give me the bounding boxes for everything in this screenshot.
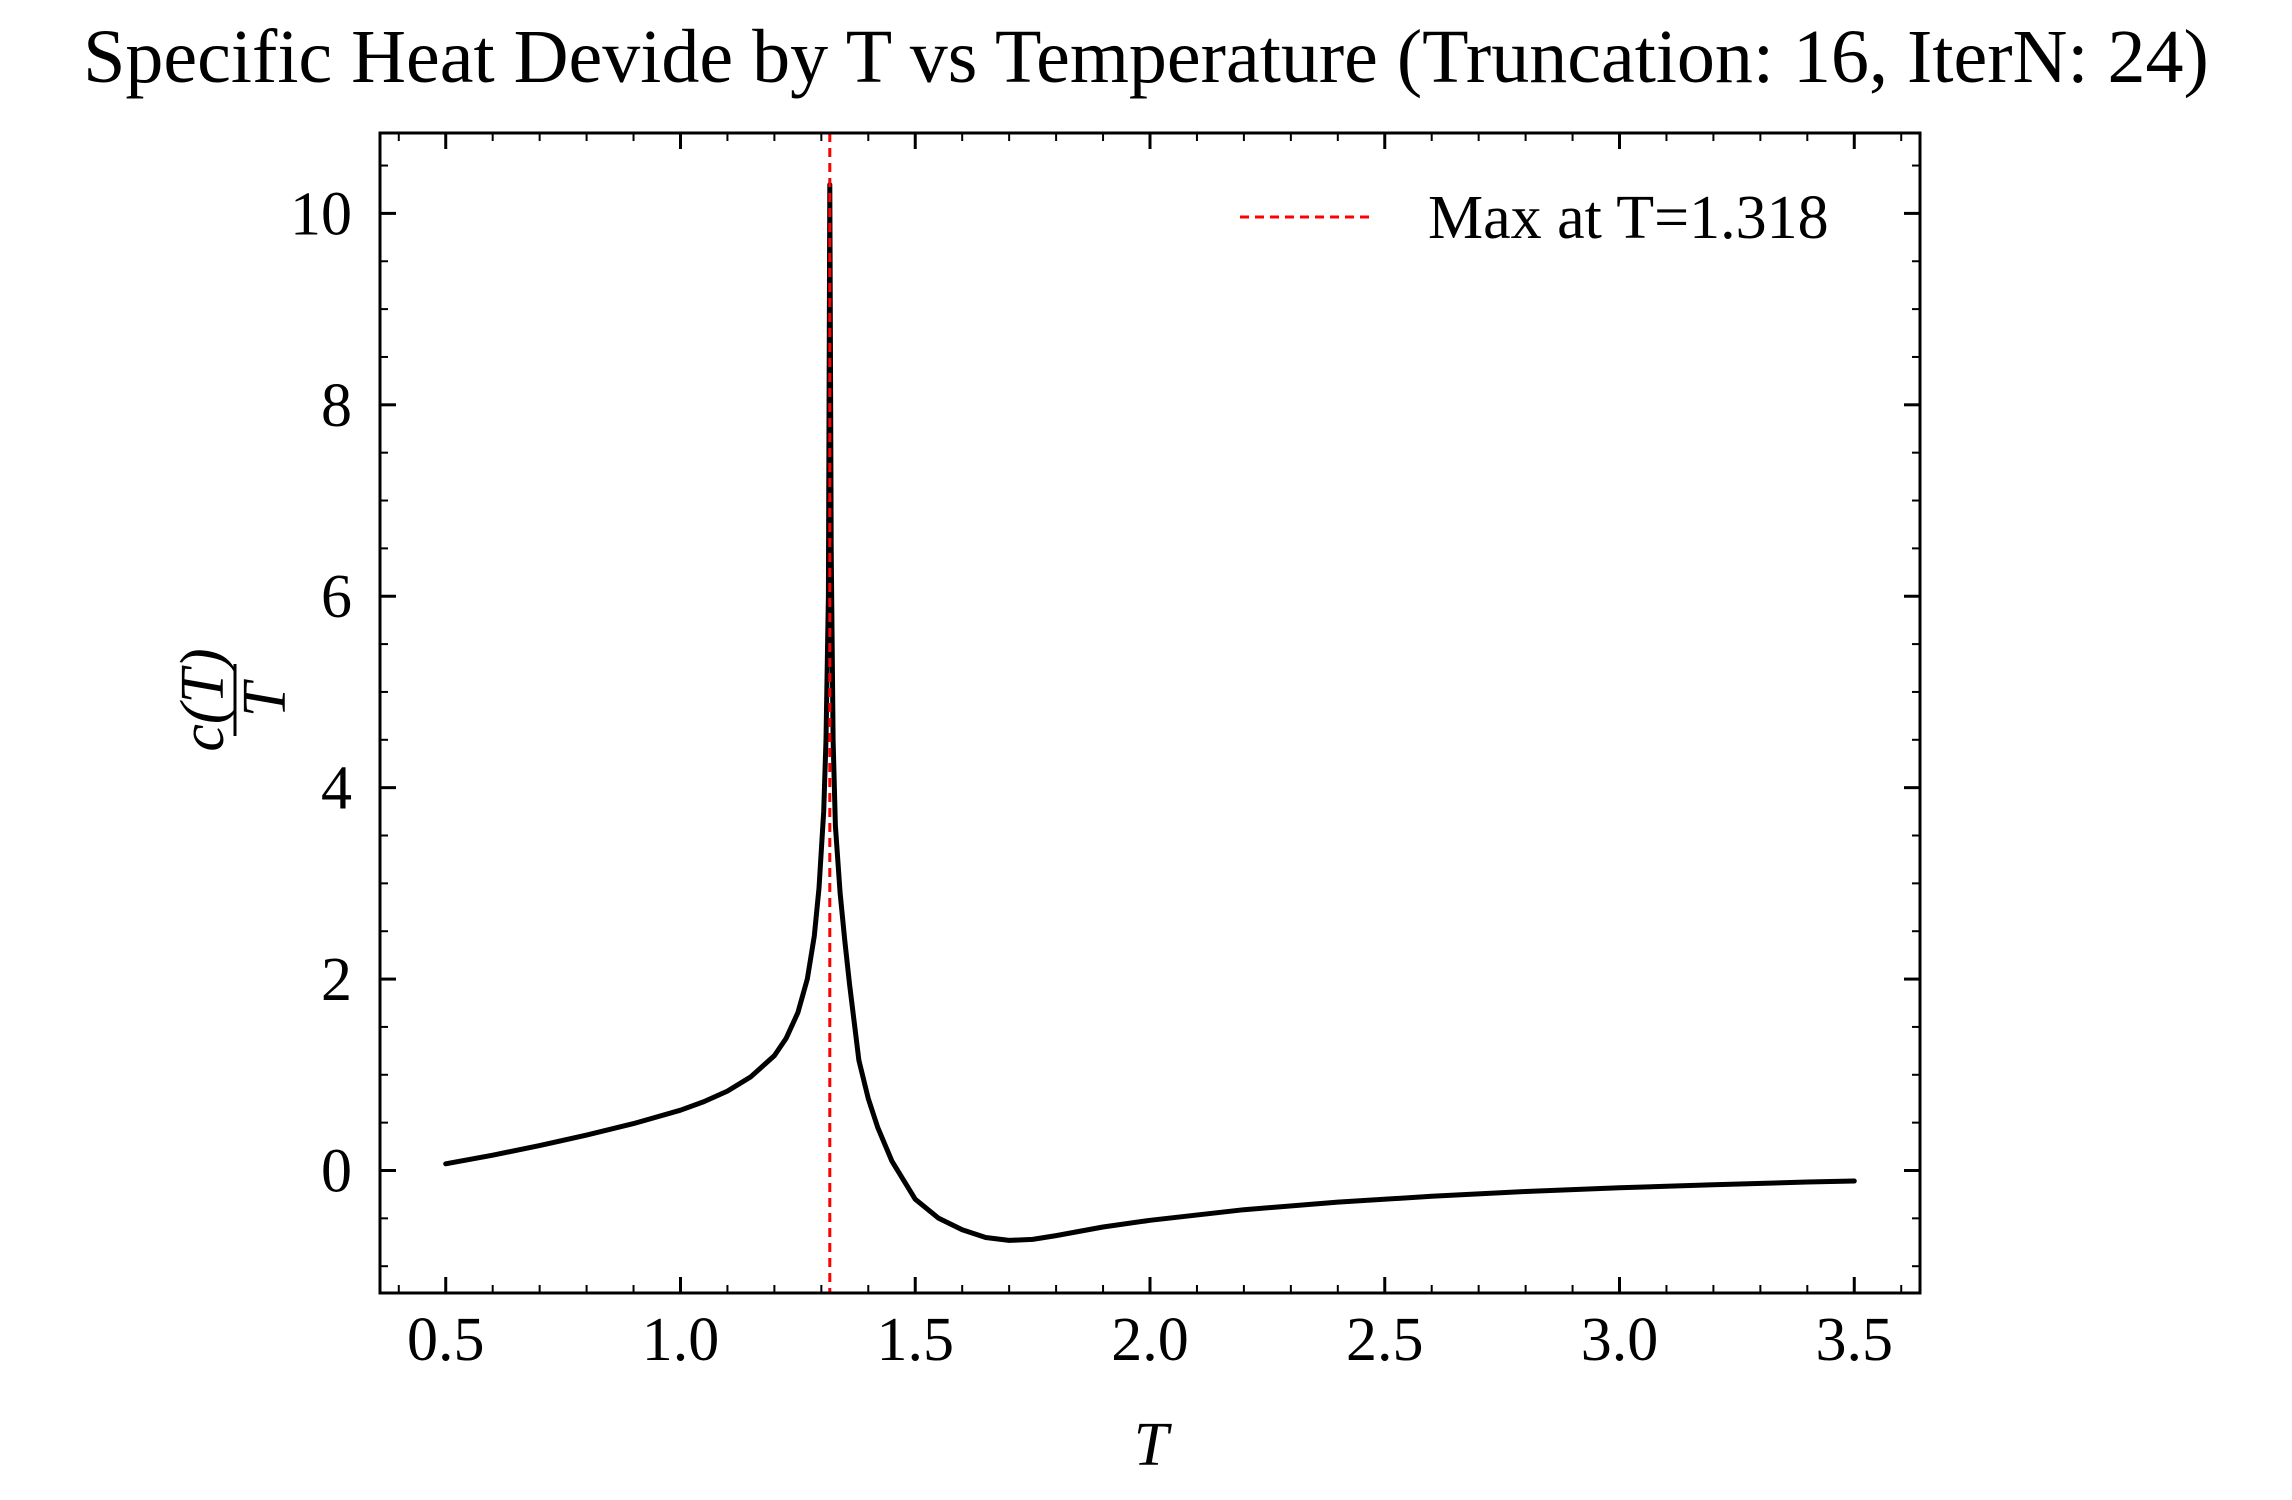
legend: Max at T=1.318: [1240, 184, 1829, 252]
y-axis-label-numerator: c(T): [169, 648, 237, 751]
plot-frame: [378, 131, 1922, 1295]
x-tick-label: 2.0: [1111, 1306, 1189, 1374]
y-tick-label: 10: [290, 180, 352, 248]
y-tick-label: 4: [321, 755, 352, 823]
x-axis-ticks: 0.5 1.0 1.5 2.0 2.5 3.0 3.5: [397, 133, 1903, 1374]
chart-title: Specific Heat Devide by T vs Temperature…: [83, 15, 2209, 99]
x-tick-label: 0.5: [407, 1306, 485, 1374]
y-axis-ticks: 0 2 4 6 8 10: [290, 164, 1920, 1268]
y-axis-label-denominator: T: [231, 678, 299, 717]
x-tick-label: 3.5: [1816, 1306, 1894, 1374]
legend-label-max: Max at T=1.318: [1428, 184, 1829, 252]
y-axis-label: c(T) T: [169, 648, 299, 751]
series-line-0: [443, 182, 1857, 1243]
y-tick-label: 6: [321, 563, 352, 631]
x-tick-label: 2.5: [1346, 1306, 1424, 1374]
plot-area: [378, 131, 1922, 1295]
x-tick-label: 1.0: [642, 1306, 720, 1374]
x-axis-label: T: [1134, 1411, 1173, 1479]
y-tick-label: 8: [321, 372, 352, 440]
x-tick-label: 3.0: [1581, 1306, 1659, 1374]
x-tick-label: 1.5: [876, 1306, 954, 1374]
y-tick-label: 2: [321, 946, 352, 1014]
y-tick-label: 0: [321, 1137, 352, 1205]
